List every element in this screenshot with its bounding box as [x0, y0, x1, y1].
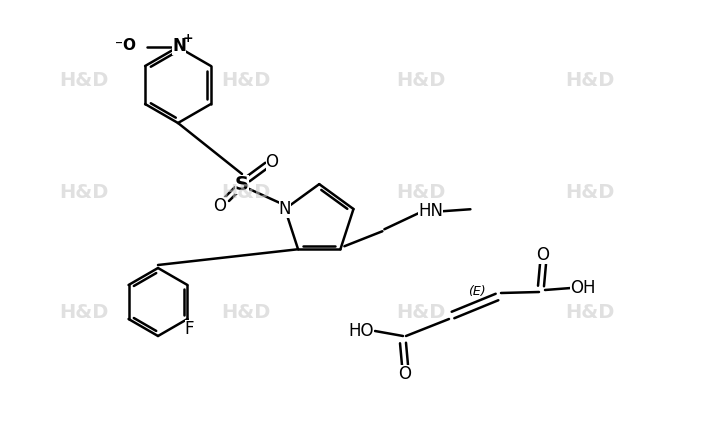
Text: S: S [235, 174, 249, 194]
Text: +: + [183, 33, 193, 46]
Text: F: F [185, 320, 194, 338]
Text: H&D: H&D [221, 183, 270, 202]
Text: H&D: H&D [60, 183, 109, 202]
Text: H&D: H&D [565, 183, 614, 202]
Text: H&D: H&D [397, 304, 446, 322]
Text: N: N [279, 200, 291, 218]
Text: H&D: H&D [397, 183, 446, 202]
Text: H&D: H&D [397, 71, 446, 90]
Text: HO: HO [348, 322, 373, 340]
Text: O: O [536, 246, 550, 264]
Text: H&D: H&D [60, 71, 109, 90]
Text: OH: OH [570, 279, 596, 297]
Text: N: N [172, 37, 186, 55]
Text: H&D: H&D [565, 71, 614, 90]
Text: O: O [399, 365, 411, 383]
Text: H&D: H&D [565, 304, 614, 322]
Text: ⁻O: ⁻O [114, 38, 135, 54]
Text: HN: HN [418, 202, 443, 220]
Text: (E): (E) [468, 286, 486, 299]
Text: O: O [213, 197, 227, 215]
Text: O: O [265, 153, 279, 171]
Text: H&D: H&D [221, 304, 270, 322]
Text: H&D: H&D [60, 304, 109, 322]
Text: H&D: H&D [221, 71, 270, 90]
